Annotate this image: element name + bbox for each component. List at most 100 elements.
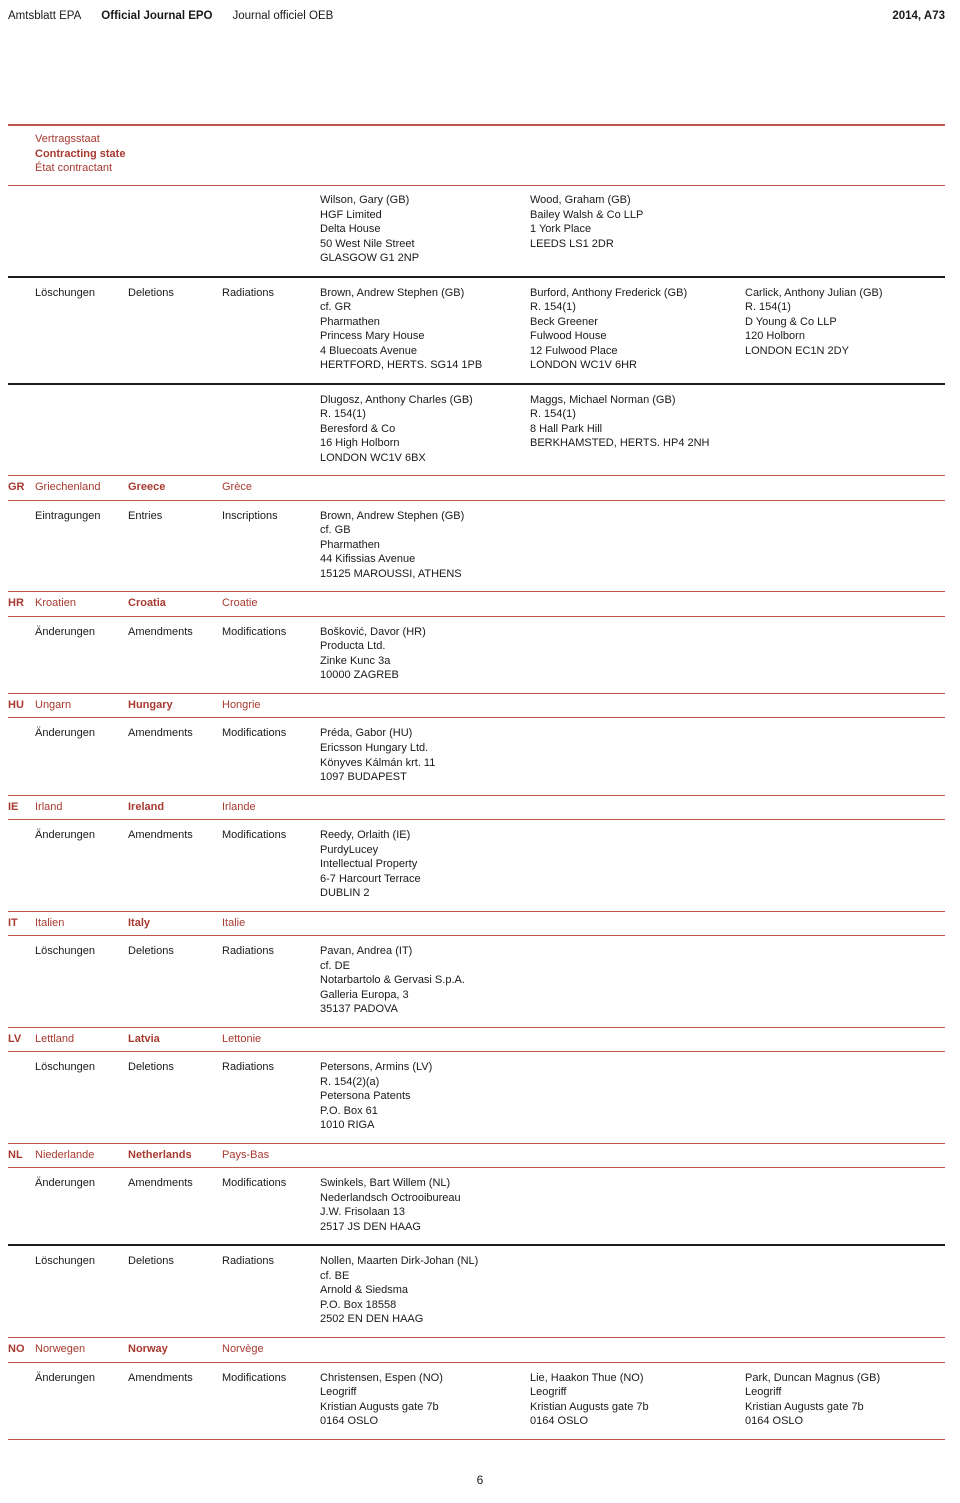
country-code: NO	[8, 1342, 25, 1355]
country-row-it: IT Italien Italy Italie	[8, 912, 945, 936]
agent-entry: Christensen, Espen (NO) Leogriff Kristia…	[320, 1371, 443, 1428]
deletions-row-2: Dlugosz, Anthony Charles (GB) R. 154(1) …	[8, 385, 945, 476]
label-en: Amendments	[128, 727, 193, 740]
country-name-de: Kroatien	[35, 597, 76, 610]
agent-entry	[530, 944, 745, 1017]
country-name-en: Italy	[128, 916, 151, 929]
journal-title-de: Amtsblatt EPA	[8, 10, 82, 22]
label-en: Deletions	[128, 286, 174, 299]
country-name-fr: Irlande	[222, 800, 256, 813]
country-name-en: Norway	[128, 1342, 168, 1355]
label-de: Änderungen	[35, 1371, 95, 1384]
label-de: Löschungen	[35, 1255, 95, 1268]
label-en: Amendments	[128, 829, 193, 842]
agent-entry	[530, 1176, 745, 1234]
label-en: Amendments	[128, 1371, 193, 1384]
label-de: Änderungen	[35, 625, 95, 638]
agent-entry: Brown, Andrew Stephen (GB) cf. GB Pharma…	[320, 509, 465, 580]
agent-entry	[745, 509, 945, 582]
country-code: HR	[8, 597, 24, 610]
agent-entry: Nollen, Maarten Dirk-Johan (NL) cf. BE A…	[320, 1255, 479, 1326]
divider-red	[8, 1026, 945, 1028]
country-name-fr: Croatie	[222, 597, 258, 610]
deletions-row-nl: Löschungen Deletions Radiations Nollen, …	[8, 1246, 945, 1337]
divider-black	[8, 1244, 945, 1247]
divider-red	[8, 1336, 945, 1338]
label-en	[128, 193, 222, 266]
label-fr: Radiations	[222, 1061, 274, 1074]
country-row-hr: HR Kroatien Croatia Croatie	[8, 592, 945, 616]
country-row-no: NO Norwegen Norway Norvège	[8, 1338, 945, 1362]
label-de: Änderungen	[35, 829, 95, 842]
deletions-row-lv: Löschungen Deletions Radiations Peterson…	[8, 1052, 945, 1143]
agent-entry	[530, 1254, 745, 1327]
label-fr: Radiations	[222, 1255, 274, 1268]
divider-red	[8, 1051, 945, 1053]
label-en: Deletions	[128, 1255, 174, 1268]
country-name-fr: Lettonie	[222, 1032, 262, 1045]
agent-entry: Bošković, Davor (HR) Producta Ltd. Zinke…	[320, 625, 426, 682]
label-en: Deletions	[128, 945, 174, 958]
country-row-hu: HU Ungarn Hungary Hongrie	[8, 694, 945, 718]
deletions-row-it: Löschungen Deletions Radiations Pavan, A…	[8, 936, 945, 1027]
journal-title-fr: Journal officiel OEB	[232, 10, 334, 22]
country-code: GR	[8, 481, 25, 494]
country-code: IE	[8, 800, 19, 813]
agent-entry	[745, 828, 945, 901]
agent-entry	[745, 726, 945, 784]
country-name-fr: Grèce	[222, 481, 252, 494]
agent-entry	[530, 828, 745, 901]
agent-entry	[745, 393, 945, 466]
agent-entry: Swinkels, Bart Willem (NL) Nederlandsch …	[320, 1177, 461, 1233]
label-en: Deletions	[128, 1061, 174, 1074]
country-row-lv: LV Lettland Latvia Lettonie	[8, 1028, 945, 1052]
agent-row-top: Wilson, Gary (GB) HGF Limited Delta Hous…	[8, 186, 945, 276]
divider-red	[8, 1142, 945, 1144]
country-row-ie: IE Irland Ireland Irlande	[8, 796, 945, 820]
contracting-state-de: Vertragsstaat	[35, 133, 100, 146]
label-fr: Modifications	[222, 727, 287, 740]
divider-red	[8, 1167, 945, 1169]
agent-entry: Burford, Anthony Frederick (GB) R. 154(1…	[530, 286, 688, 372]
divider-red	[8, 185, 945, 187]
label-fr: Radiations	[222, 945, 274, 958]
agent-entry	[745, 625, 945, 683]
agent-entry	[745, 944, 945, 1017]
agent-entry: Lie, Haakon Thue (NO) Leogriff Kristian …	[530, 1371, 649, 1428]
label-fr: Radiations	[222, 286, 274, 299]
amendments-row-no: Änderungen Amendments Modifications Chri…	[8, 1363, 945, 1439]
agent-entry: Petersons, Armins (LV) R. 154(2)(a) Pete…	[320, 1061, 433, 1132]
label-en: Amendments	[128, 1177, 193, 1190]
label-fr: Modifications	[222, 1371, 287, 1384]
divider-red	[8, 499, 945, 501]
country-name-de: Italien	[35, 916, 65, 929]
agent-entry: Pavan, Andrea (IT) cf. DE Notarbartolo &…	[320, 945, 465, 1016]
country-code: LV	[8, 1032, 22, 1045]
contracting-state-fr: État contractant	[35, 162, 113, 175]
entries-row-gr: Eintragungen Entries Inscriptions Brown,…	[8, 501, 945, 592]
journal-title-en: Official Journal EPO	[101, 10, 213, 22]
country-name-fr: Hongrie	[222, 698, 261, 711]
country-row-gr: GR Griechenland Greece Grèce	[8, 476, 945, 500]
label-en: Entries	[128, 509, 163, 522]
country-code: HU	[8, 698, 24, 711]
label-en: Amendments	[128, 625, 193, 638]
agent-entry	[745, 193, 945, 266]
agent-entry	[530, 726, 745, 784]
country-name-en: Latvia	[128, 1032, 160, 1045]
divider-red	[8, 910, 945, 912]
deletions-row-1: Löschungen Deletions Radiations Brown, A…	[8, 278, 945, 383]
label-de: Löschungen	[35, 1061, 95, 1074]
label-de: Eintragungen	[35, 509, 101, 522]
country-code: IT	[8, 916, 18, 929]
label-fr	[222, 393, 320, 466]
page-number: 6	[476, 1473, 484, 1488]
contracting-state-header: Vertragsstaat Contracting state État con…	[8, 126, 945, 185]
agent-entry: Maggs, Michael Norman (GB) R. 154(1) 8 H…	[530, 393, 710, 450]
label-de: Änderungen	[35, 727, 95, 740]
agent-entry	[745, 1254, 945, 1327]
agent-entry: Préda, Gabor (HU) Ericsson Hungary Ltd. …	[320, 727, 436, 784]
label-de: Löschungen	[35, 286, 95, 299]
country-name-de: Niederlande	[35, 1148, 95, 1161]
label-fr	[222, 193, 320, 266]
